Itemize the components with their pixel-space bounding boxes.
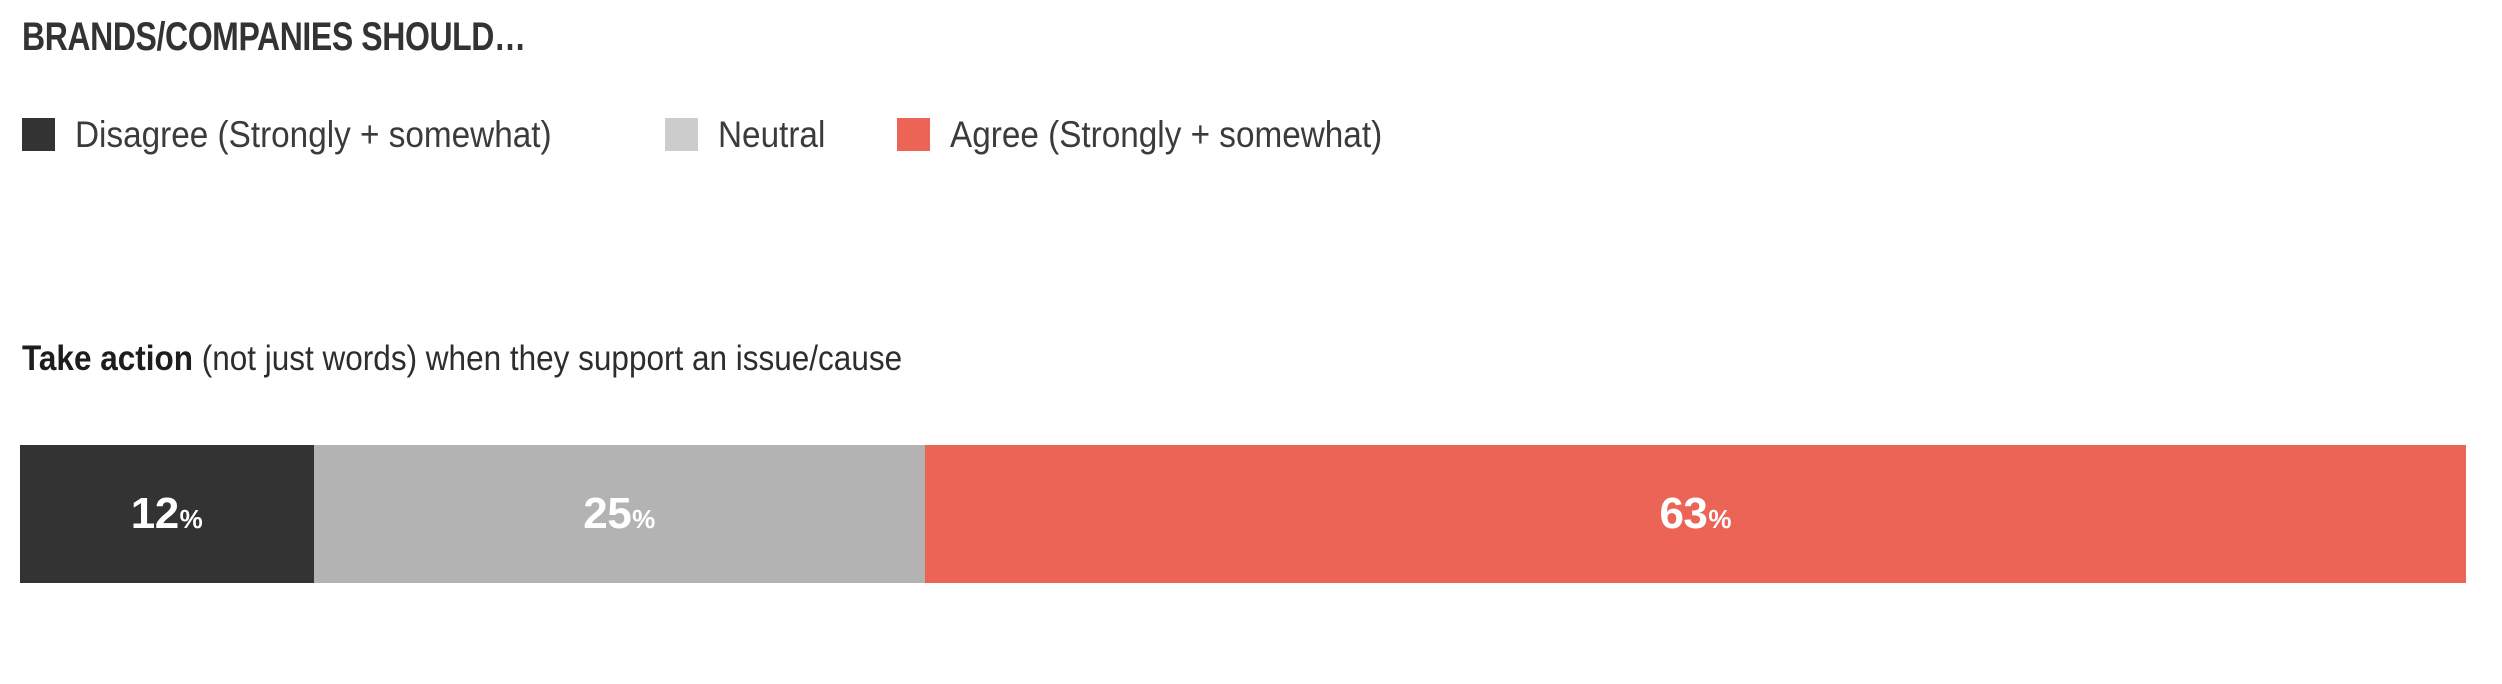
bar-segment-agree-number: 63 — [1659, 489, 1708, 538]
bar-segment-disagree-number: 12 — [130, 489, 179, 538]
legend-swatch-agree-icon — [896, 117, 930, 151]
legend-item-disagree[interactable]: Disagree (Strongly + somewhat) — [22, 110, 605, 158]
bar-segment-agree-unit: % — [1708, 504, 1732, 534]
bar-row-label-rest: (not just words) when they support an is… — [192, 339, 903, 378]
bar-segment-agree[interactable]: 63% — [925, 445, 2466, 583]
page-title: BRANDS/COMPANIES SHOULD… — [22, 15, 526, 59]
bar-row-label: Take action (not just words) when they s… — [22, 338, 902, 380]
bar-segment-disagree-value: 12% — [131, 492, 203, 536]
legend-item-agree[interactable]: Agree (Strongly + somewhat) — [896, 110, 1430, 158]
legend-swatch-disagree-icon — [22, 117, 55, 151]
bar-segment-disagree[interactable]: 12% — [20, 445, 314, 583]
bar-row-label-emphasis: Take action — [22, 339, 193, 378]
bar-segment-neutral-unit: % — [632, 504, 656, 534]
bar-segment-disagree-unit: % — [179, 504, 203, 534]
bar-segment-agree-value: 63% — [1659, 492, 1731, 536]
legend-label-agree: Agree (Strongly + somewhat) — [949, 113, 1382, 155]
bar-segment-neutral-number: 25 — [583, 489, 632, 538]
stacked-bar-track: 12% 25% 63% — [20, 445, 2466, 583]
bar-segment-neutral[interactable]: 25% — [313, 445, 926, 583]
legend-item-neutral[interactable]: Neutral — [664, 110, 837, 158]
legend-label-disagree: Disagree (Strongly + somewhat) — [75, 113, 552, 155]
legend-swatch-neutral-icon — [664, 117, 698, 151]
legend-label-neutral: Neutral — [717, 113, 825, 155]
chart-legend: Disagree (Strongly + somewhat) Neutral A… — [22, 110, 1430, 158]
bar-segment-neutral-value: 25% — [583, 492, 655, 536]
